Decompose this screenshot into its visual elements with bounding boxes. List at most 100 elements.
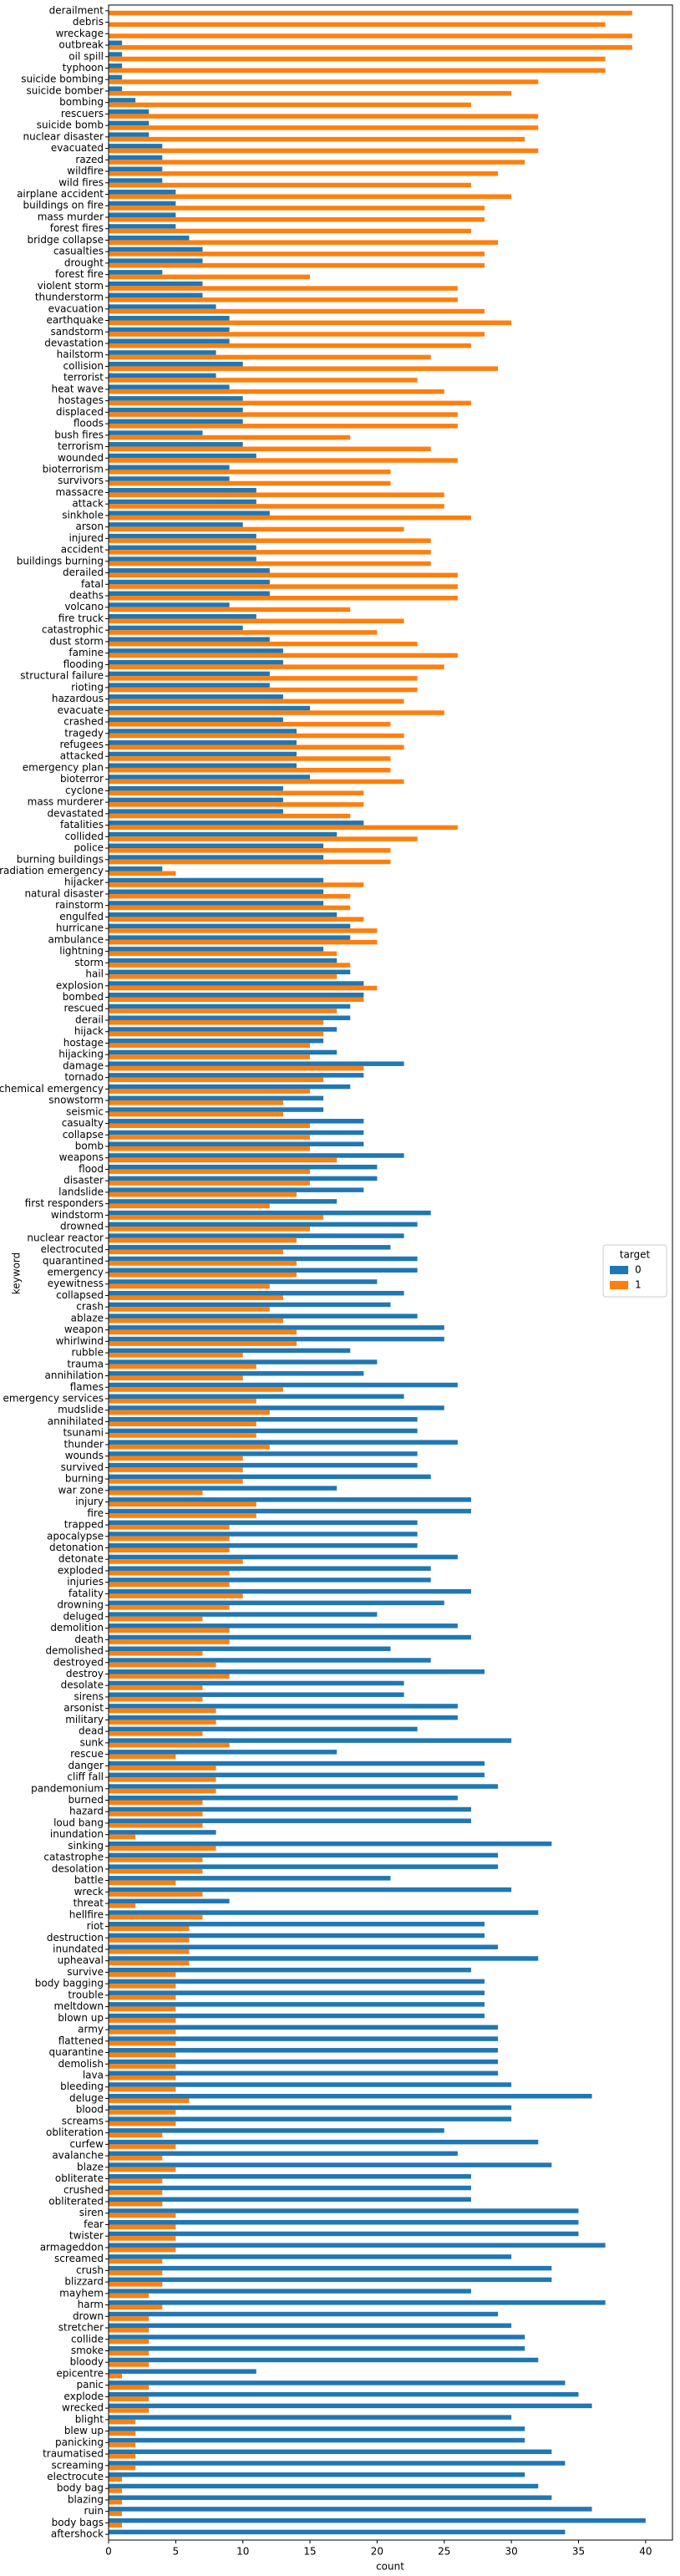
bar <box>109 1444 270 1450</box>
bar <box>109 1639 230 1644</box>
bar <box>109 2265 552 2271</box>
bar <box>109 1176 378 1181</box>
bar <box>109 1307 270 1312</box>
bar <box>109 648 283 653</box>
y-tick-label: meltdown <box>54 2000 104 2012</box>
bar <box>109 1486 337 1491</box>
y-tick-label: detonation <box>49 1542 104 1553</box>
y-tick-label: windstorm <box>51 1209 104 1221</box>
bar <box>109 1846 216 1851</box>
bar <box>109 2197 471 2203</box>
bar <box>109 102 471 108</box>
y-tick-label: heat wave <box>51 383 104 394</box>
y-tick-label: devastated <box>48 807 104 819</box>
bar <box>109 877 324 883</box>
bar <box>109 1926 190 1932</box>
bar <box>109 216 485 222</box>
y-tick-label: annihilation <box>44 1369 104 1381</box>
bar <box>109 2311 499 2317</box>
y-tick-label: disaster <box>63 1175 104 1186</box>
bar <box>109 1382 458 1388</box>
bar <box>109 2419 136 2425</box>
bar <box>109 1268 418 1273</box>
y-tick-label: burned <box>68 1794 104 1806</box>
bar <box>109 487 256 493</box>
bar <box>109 2139 539 2145</box>
y-tick-label: screaming <box>51 2459 104 2471</box>
bar <box>109 22 606 28</box>
y-tick-label: collapse <box>63 1129 104 1141</box>
bar <box>109 1428 418 1434</box>
bar <box>109 1949 190 1954</box>
y-tick-label: bombing <box>59 96 104 108</box>
y-tick-label: dead <box>79 1725 104 1737</box>
bar <box>109 1479 243 1484</box>
bar <box>109 2357 539 2363</box>
y-tick-label: casualty <box>62 1117 104 1129</box>
y-tick-label: sinkhole <box>62 509 104 521</box>
x-tick-label: 20 <box>371 2546 383 2558</box>
y-tick-label: deluge <box>69 2092 104 2104</box>
y-tick-label: drowned <box>60 1221 104 1232</box>
bar <box>109 2293 150 2299</box>
y-tick-label: bridge collapse <box>27 234 104 246</box>
y-tick-label: damage <box>63 1059 104 1071</box>
bar <box>109 2270 163 2275</box>
bar <box>109 2477 123 2482</box>
bar <box>109 659 283 665</box>
bar <box>109 2316 150 2321</box>
bar <box>109 2110 176 2115</box>
bar <box>109 2174 471 2179</box>
bar <box>109 1456 243 1461</box>
bar <box>109 1898 230 1904</box>
y-tick-label: pandemonium <box>31 1782 104 1794</box>
y-tick-label: blazing <box>68 2493 104 2505</box>
bar <box>109 1290 404 1296</box>
y-tick-label: explosion <box>56 979 104 991</box>
bar <box>109 1135 311 1140</box>
bar <box>109 2236 176 2241</box>
bar <box>109 1490 203 1496</box>
bar <box>109 1830 216 1835</box>
bar <box>109 1003 351 1009</box>
bar <box>109 327 230 333</box>
bar <box>109 1513 256 1518</box>
y-tick-label: hurricane <box>56 922 104 934</box>
bar <box>109 1279 378 1284</box>
bar <box>109 843 324 849</box>
bar <box>109 1227 311 1232</box>
bar <box>109 1612 378 1617</box>
y-tick-label: ambulance <box>48 933 104 945</box>
y-tick-label: rescued <box>63 1003 104 1014</box>
y-tick-label: wildfire <box>67 165 104 177</box>
y-tick-label: seismic <box>66 1105 104 1117</box>
y-tick-label: wild fires <box>58 176 104 188</box>
y-tick-label: attack <box>72 498 104 510</box>
bar <box>109 1462 418 1468</box>
bar <box>109 1582 230 1588</box>
bar <box>109 125 539 130</box>
y-tick-label: buildings on fire <box>23 200 104 211</box>
bar <box>109 40 123 46</box>
bar <box>109 717 283 723</box>
bar <box>109 2442 136 2447</box>
bar <box>109 2380 566 2385</box>
bar <box>109 320 512 326</box>
bar <box>109 430 203 435</box>
bar <box>109 997 364 1003</box>
y-tick-label: ablaze <box>71 1312 104 1324</box>
y-tick-label: hostages <box>58 394 104 406</box>
bar <box>109 545 256 551</box>
bar <box>109 2247 176 2253</box>
bar <box>109 1410 270 1415</box>
y-tick-label: destroyed <box>53 1656 104 1668</box>
bar <box>109 132 150 137</box>
bar <box>109 1651 203 1656</box>
bar <box>109 246 203 252</box>
bar <box>109 1501 256 1507</box>
bar <box>109 407 243 413</box>
bar <box>109 969 351 975</box>
y-tick-label: floods <box>74 418 104 429</box>
bar <box>109 1451 418 1456</box>
bar <box>109 1375 243 1381</box>
